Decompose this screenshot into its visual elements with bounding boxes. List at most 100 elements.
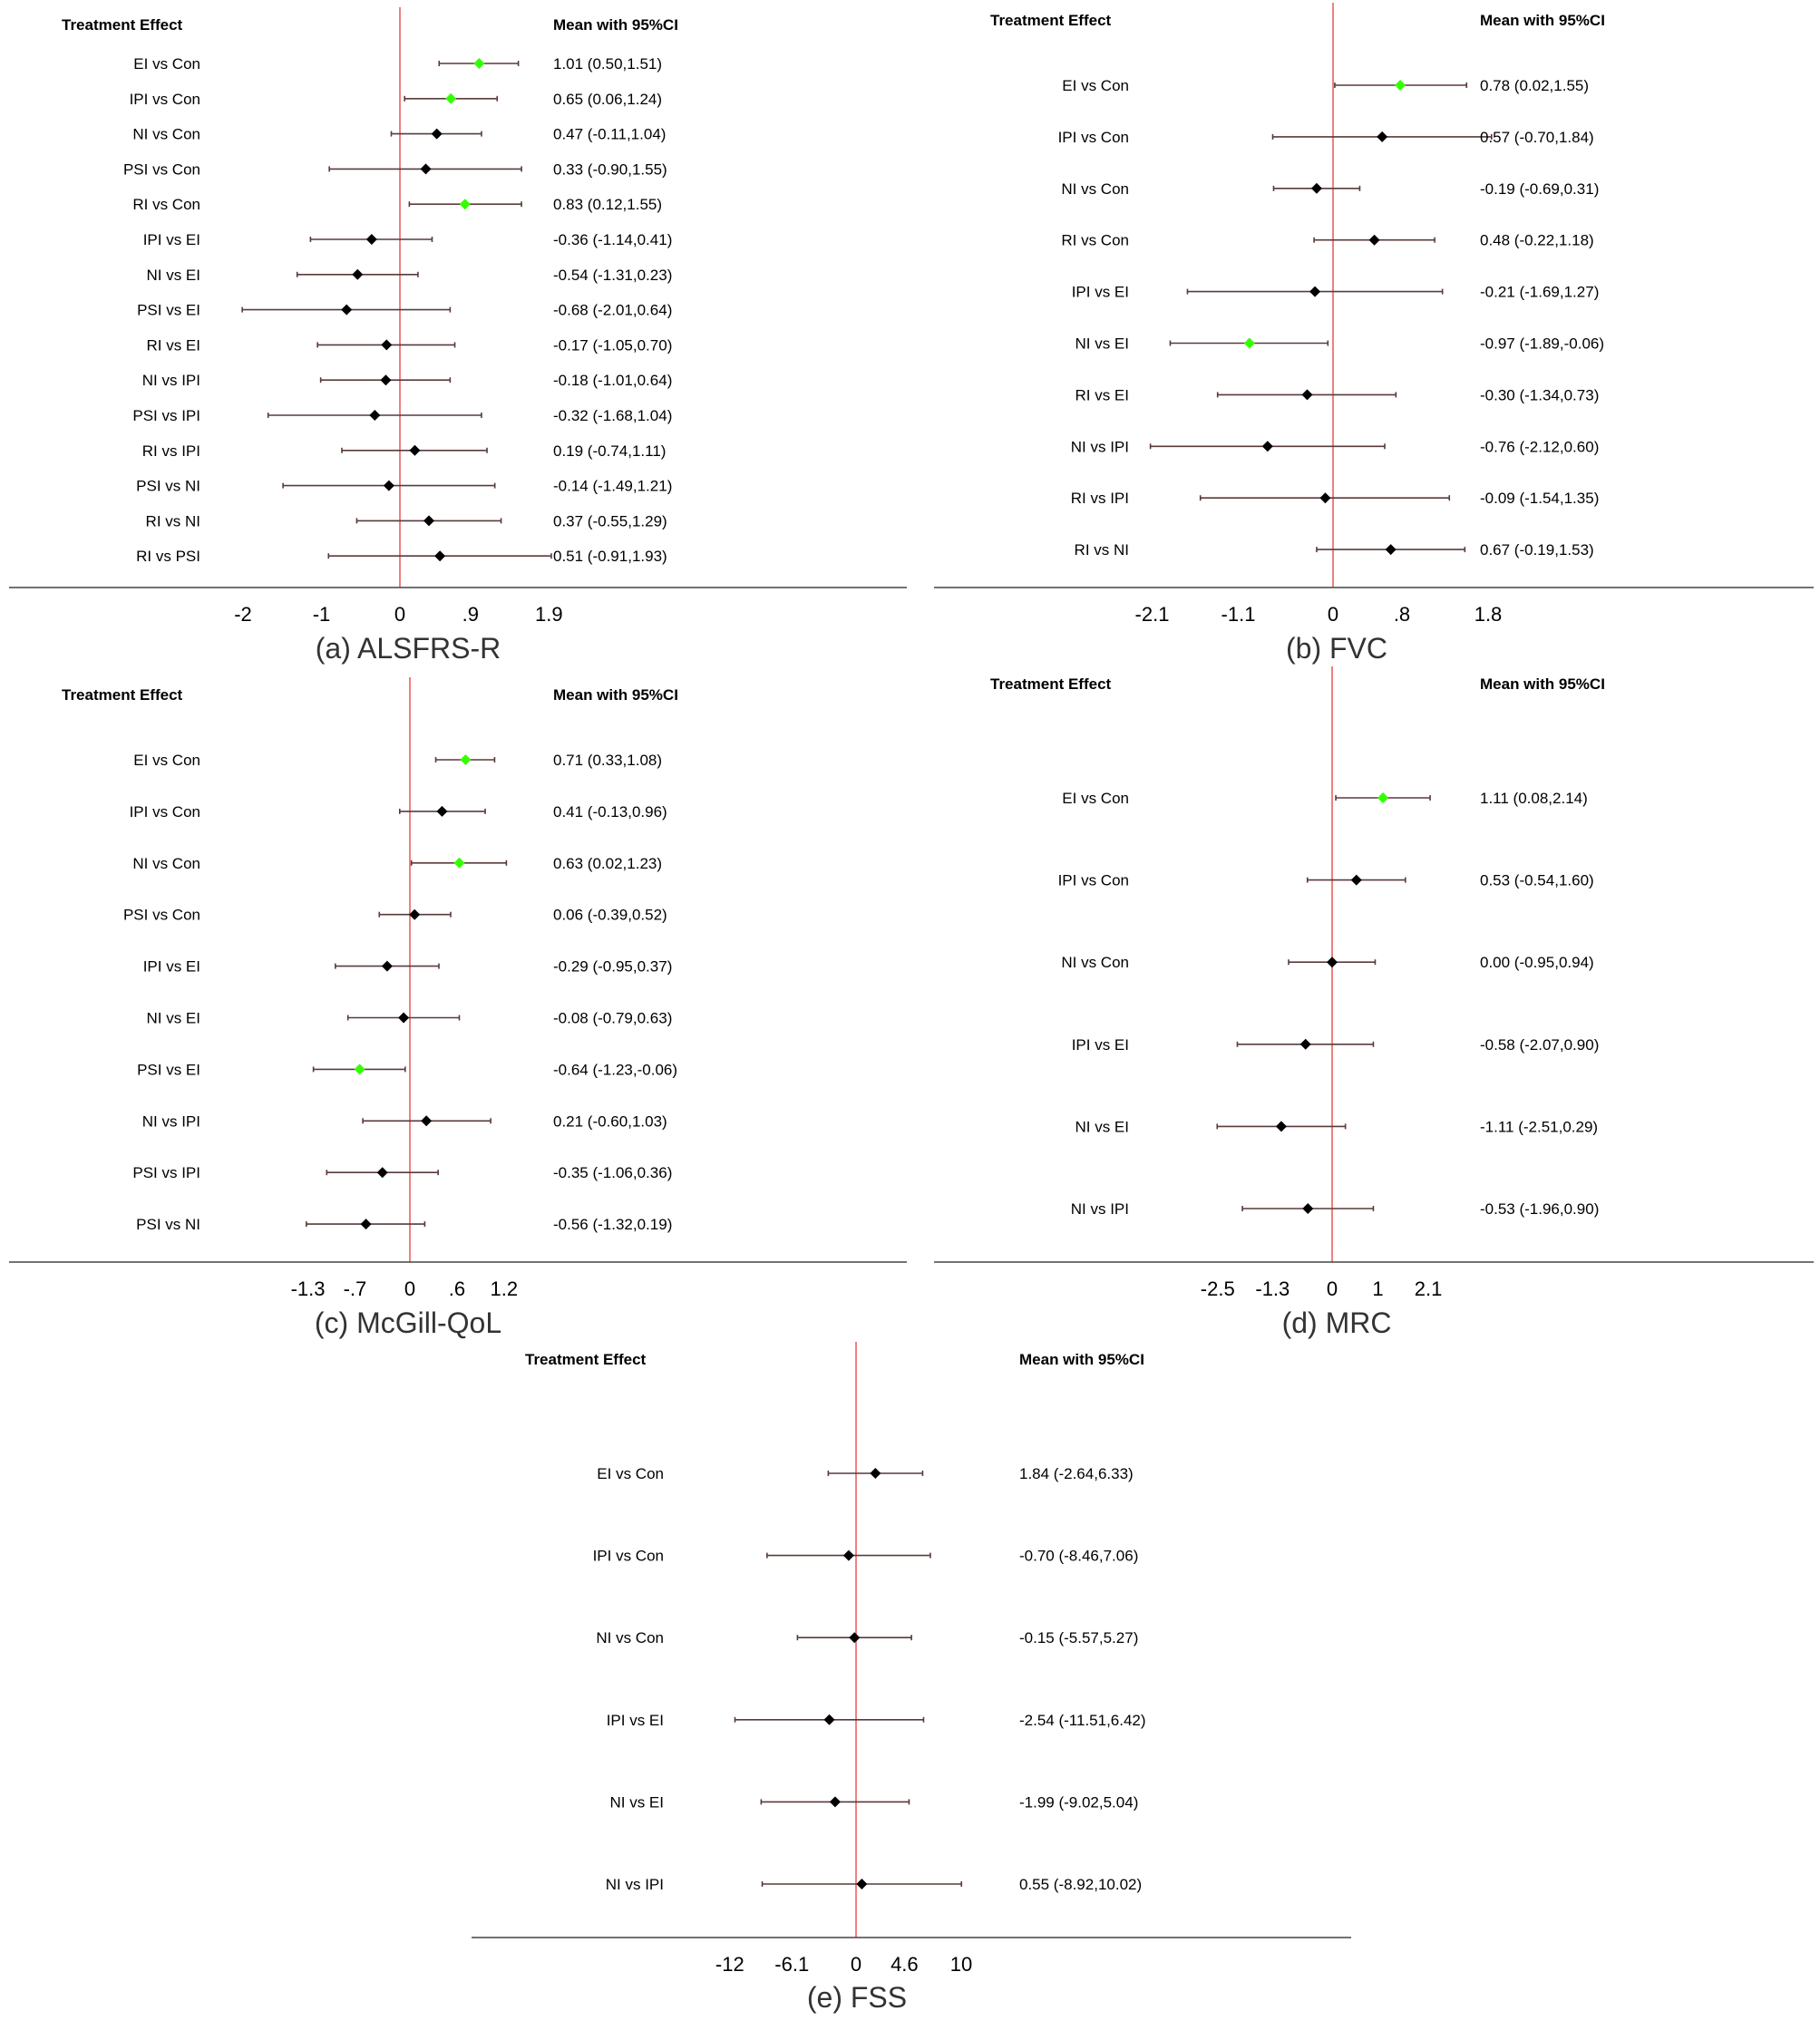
mean-ci-value: 1.01 (0.50,1.51) — [553, 55, 662, 73]
mean-ci-value: -0.36 (-1.14,0.41) — [553, 231, 672, 248]
mean-point — [380, 374, 392, 386]
mean-ci-value: -0.29 (-0.95,0.37) — [553, 958, 672, 976]
forest-row: EI vs Con 0.78 (0.02,1.55) — [1062, 77, 1589, 94]
comparison-label: PSI vs IPI — [132, 1164, 200, 1181]
comparison-label: PSI vs EI — [137, 302, 200, 319]
comparison-label: NI vs Con — [1061, 180, 1129, 198]
mean-point — [409, 908, 421, 920]
forest-row: NI vs Con 0.63 (0.02,1.23) — [132, 855, 662, 872]
label-column-header: Treatment Effect — [62, 686, 183, 704]
mean-point — [383, 480, 394, 491]
mean-point — [1368, 234, 1380, 246]
mean-point — [1395, 80, 1406, 91]
comparison-label: NI vs EI — [1075, 335, 1129, 353]
forest-row: NI vs IPI 0.55 (-8.92,10.02) — [606, 1876, 1142, 1893]
forest-row: RI vs EI -0.30 (-1.34,0.73) — [1075, 386, 1599, 403]
x-tick-label: 1 — [1372, 1277, 1383, 1300]
value-column-header: Mean with 95%CI — [1480, 12, 1605, 29]
comparison-label: NI vs Con — [132, 855, 200, 872]
mean-point — [1350, 874, 1362, 886]
x-tick-label: 0 — [404, 1277, 415, 1300]
label-column-header: Treatment Effect — [62, 16, 183, 34]
forest-panel-5: Treatment Effect Mean with 95%CI EI vs Con… — [472, 1342, 1351, 2014]
mean-point — [1327, 957, 1338, 968]
mean-point — [823, 1714, 835, 1725]
mean-point — [369, 410, 381, 421]
mean-ci-value: 0.41 (-0.13,0.96) — [553, 803, 667, 821]
mean-ci-value: 0.48 (-0.22,1.18) — [1480, 232, 1594, 249]
mean-point — [453, 857, 465, 869]
comparison-label: NI vs Con — [132, 126, 200, 143]
comparison-label: RI vs NI — [1075, 541, 1129, 558]
forest-panel-1: Treatment Effect Mean with 95%CI EI vs Con… — [9, 6, 907, 665]
mean-ci-value: 0.71 (0.33,1.08) — [553, 752, 662, 769]
mean-ci-value: 0.06 (-0.39,0.52) — [553, 907, 667, 924]
mean-ci-value: 1.11 (0.08,2.14) — [1480, 790, 1588, 807]
mean-point — [398, 1012, 410, 1024]
mean-point — [1301, 389, 1313, 401]
mean-point — [1243, 337, 1255, 349]
comparison-label: EI vs Con — [1062, 77, 1129, 94]
forest-row: IPI vs Con 0.57 (-0.70,1.84) — [1058, 129, 1594, 146]
panel-caption: (c) McGill-QoL — [315, 1306, 501, 1339]
mean-ci-value: 0.65 (0.06,1.24) — [553, 91, 662, 108]
mean-ci-value: -0.97 (-1.89,-0.06) — [1480, 335, 1604, 353]
mean-ci-value: -1.99 (-9.02,5.04) — [1019, 1793, 1138, 1811]
comparison-label: NI vs IPI — [142, 1112, 200, 1130]
x-tick-label: -1.1 — [1221, 603, 1256, 626]
forest-row: RI vs Con 0.48 (-0.22,1.18) — [1061, 232, 1593, 249]
comparison-label: IPI vs EI — [1072, 1036, 1129, 1054]
mean-point — [856, 1879, 868, 1889]
mean-ci-value: 0.55 (-8.92,10.02) — [1019, 1876, 1142, 1893]
forest-row: NI vs EI -0.97 (-1.89,-0.06) — [1075, 335, 1604, 353]
comparison-label: IPI vs EI — [143, 958, 200, 976]
mean-ci-value: 0.57 (-0.70,1.84) — [1480, 129, 1594, 146]
mean-ci-value: -0.19 (-0.69,0.31) — [1480, 180, 1599, 198]
mean-ci-value: -0.35 (-1.06,0.36) — [553, 1164, 672, 1181]
mean-ci-value: 0.21 (-0.60,1.03) — [553, 1112, 667, 1130]
value-column-header: Mean with 95%CI — [1480, 675, 1605, 693]
mean-ci-value: 0.37 (-0.55,1.29) — [553, 512, 667, 529]
x-tick-label: -2 — [234, 603, 252, 626]
value-column-header: Mean with 95%CI — [553, 16, 678, 34]
comparison-label: PSI vs NI — [136, 478, 200, 495]
comparison-label: NI vs EI — [1075, 1118, 1129, 1135]
mean-ci-value: -0.53 (-1.96,0.90) — [1480, 1200, 1599, 1218]
forest-row: NI vs EI -1.99 (-9.02,5.04) — [609, 1793, 1138, 1811]
x-tick-label: 0 — [1328, 603, 1338, 626]
forest-row: NI vs EI -0.08 (-0.79,0.63) — [146, 1010, 672, 1027]
forest-row: PSI vs NI -0.56 (-1.32,0.19) — [136, 1216, 672, 1233]
mean-point — [436, 805, 448, 817]
comparison-label: EI vs Con — [597, 1465, 664, 1482]
comparison-label: IPI vs Con — [130, 803, 200, 821]
mean-point — [1377, 792, 1389, 803]
forest-row: EI vs Con 0.71 (0.33,1.08) — [133, 752, 662, 769]
mean-ci-value: -0.30 (-1.34,0.73) — [1480, 386, 1599, 403]
mean-ci-value: 0.47 (-0.11,1.04) — [553, 126, 666, 143]
comparison-label: NI vs EI — [609, 1793, 664, 1811]
forest-row: RI vs IPI 0.19 (-0.74,1.11) — [142, 442, 667, 460]
mean-ci-value: -0.56 (-1.32,0.19) — [553, 1216, 672, 1233]
forest-row: NI vs IPI -0.76 (-2.12,0.60) — [1071, 438, 1600, 455]
mean-point — [360, 1219, 372, 1230]
mean-ci-value: -0.54 (-1.31,0.23) — [553, 267, 672, 284]
forest-row: RI vs IPI -0.09 (-1.54,1.35) — [1071, 490, 1600, 507]
mean-point — [423, 515, 435, 527]
mean-ci-value: -0.15 (-5.57,5.27) — [1019, 1629, 1138, 1646]
forest-row: IPI vs EI -2.54 (-11.51,6.42) — [607, 1712, 1146, 1729]
mean-point — [381, 960, 393, 972]
mean-point — [1275, 1121, 1287, 1132]
x-tick-label: 10 — [950, 1953, 972, 1976]
x-tick-label: 1.2 — [491, 1277, 519, 1300]
forest-panel-4: Treatment Effect Mean with 95%CI EI vs Con… — [934, 666, 1814, 1339]
forest-row: NI vs Con 0.47 (-0.11,1.04) — [132, 126, 666, 143]
x-tick-label: -1 — [313, 603, 331, 626]
mean-point — [473, 58, 485, 69]
mean-ci-value: 0.00 (-0.95,0.94) — [1480, 954, 1594, 971]
mean-ci-value: -0.76 (-2.12,0.60) — [1480, 438, 1599, 455]
x-tick-label: 4.6 — [891, 1953, 919, 1976]
forest-row: PSI vs Con 0.06 (-0.39,0.52) — [123, 907, 667, 924]
comparison-label: RI vs IPI — [142, 442, 200, 460]
label-column-header: Treatment Effect — [990, 675, 1112, 693]
forest-row: IPI vs Con -0.70 (-8.46,7.06) — [593, 1548, 1139, 1565]
